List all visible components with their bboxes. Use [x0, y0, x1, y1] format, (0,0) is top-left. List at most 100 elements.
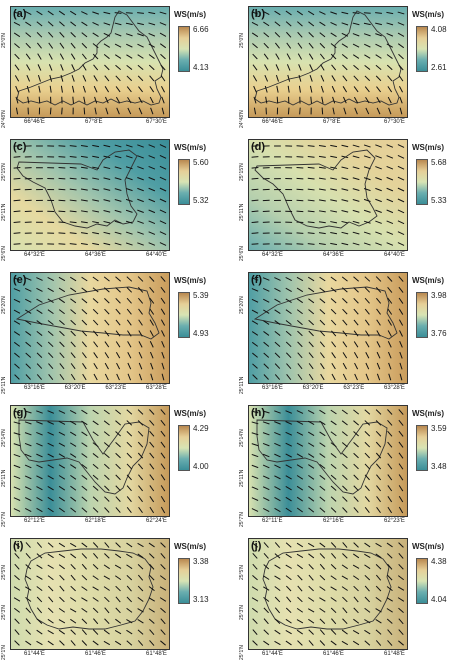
wind-arrow	[160, 53, 166, 60]
wind-arrow	[296, 287, 304, 293]
wind-arrow	[352, 199, 360, 202]
wind-arrow	[70, 618, 77, 624]
wind-arrow	[274, 475, 281, 480]
wind-arrow	[397, 231, 405, 236]
wind-arrow	[36, 330, 43, 336]
wind-arrow	[285, 298, 292, 304]
legend-title: WS(m/s)	[412, 542, 444, 551]
region-outline	[18, 419, 150, 495]
wind-arrow	[363, 220, 371, 224]
wind-arrow	[80, 155, 88, 158]
wind-arrow	[375, 441, 382, 448]
wind-arrow	[47, 341, 54, 348]
legend-title: WS(m/s)	[174, 542, 206, 551]
wind-arrow	[137, 463, 144, 470]
wind-arrow	[354, 373, 358, 381]
wind-arrow	[341, 463, 348, 470]
wind-arrow	[138, 362, 143, 370]
wind-arrow	[387, 452, 393, 459]
wind-arrow	[320, 373, 325, 381]
wind-arrow	[341, 287, 348, 293]
wind-arrow	[81, 542, 88, 548]
wind-arrow	[160, 463, 166, 470]
longitude-tick-label: 63°23'E	[343, 385, 365, 391]
wind-arrow	[36, 352, 43, 358]
wind-arrow	[47, 309, 54, 315]
wind-arrow	[81, 53, 87, 60]
wind-arrow	[81, 352, 87, 359]
wind-arrow	[114, 155, 122, 159]
wind-arrow	[307, 232, 315, 234]
wind-arrow	[274, 618, 281, 624]
wind-arrow	[70, 352, 76, 359]
wind-arrow	[399, 96, 403, 104]
wind-arrow	[331, 362, 336, 370]
wind-arrow	[318, 177, 326, 180]
wind-arrow	[274, 575, 281, 580]
wind-arrow	[352, 209, 360, 213]
wind-arrow	[319, 574, 326, 581]
longitude-tick-label: 62°18'E	[85, 518, 106, 524]
longitude-tick-label: 63°20'E	[64, 385, 86, 391]
wind-arrow	[13, 464, 21, 469]
wind-arrow	[69, 542, 77, 548]
wind-arrow	[319, 586, 326, 591]
wind-speed-map	[248, 272, 408, 384]
wind-arrow	[364, 297, 370, 304]
wind-arrow	[125, 198, 133, 202]
wind-arrow	[296, 496, 304, 502]
wind-arrow	[69, 210, 77, 213]
wind-arrow	[82, 363, 87, 370]
wind-arrow	[81, 276, 88, 282]
wind-arrow	[251, 277, 259, 281]
legend-title: WS(m/s)	[174, 276, 206, 285]
wind-arrow	[296, 420, 304, 425]
wind-arrow	[148, 166, 156, 170]
wind-arrow	[297, 31, 303, 38]
wind-speed-field	[249, 539, 407, 649]
wind-arrow	[161, 341, 165, 348]
wind-arrow	[363, 22, 371, 26]
wind-arrow	[92, 43, 99, 49]
wind-arrow	[341, 32, 349, 37]
wind-arrow	[115, 287, 121, 293]
wind-arrow	[375, 585, 382, 592]
wind-arrow	[37, 74, 41, 82]
wind-arrow	[398, 542, 404, 548]
wind-arrow	[308, 287, 315, 293]
wind-arrow	[375, 629, 382, 635]
wind-arrow	[363, 198, 371, 202]
wind-arrow	[126, 585, 132, 592]
wind-arrow	[330, 564, 337, 570]
wind-arrow	[376, 107, 381, 115]
wind-arrow	[36, 564, 43, 570]
wind-arrow	[114, 242, 122, 246]
wind-arrow	[160, 286, 166, 293]
wind-arrow	[318, 166, 326, 169]
wind-arrow	[126, 64, 133, 70]
wind-arrow	[104, 507, 110, 513]
wind-arrow	[342, 507, 348, 513]
wind-arrow	[47, 486, 54, 491]
wind-speed-map	[248, 538, 408, 650]
wind-arrow	[353, 75, 359, 82]
wind-arrow	[296, 542, 304, 548]
wind-arrow	[251, 145, 259, 147]
wind-arrow	[330, 188, 338, 191]
wind-arrow	[103, 210, 111, 213]
wind-arrow	[285, 352, 292, 359]
wind-arrow	[93, 85, 98, 93]
wind-arrow	[352, 144, 360, 148]
wind-arrow	[375, 22, 382, 26]
wind-arrow	[285, 464, 292, 469]
wind-arrow	[69, 243, 77, 245]
wind-arrow	[36, 553, 43, 559]
map-panel: (h) 25°14'N 25°11'N 25°7'N 62°11'E 62°16'E 62°…	[238, 399, 474, 531]
wind-arrow	[104, 474, 110, 481]
wind-arrow	[397, 187, 405, 192]
wind-arrow	[353, 618, 360, 624]
wind-arrow	[308, 507, 315, 513]
wind-arrow	[307, 177, 315, 180]
wind-arrow	[36, 21, 43, 27]
wind-arrow	[137, 231, 144, 235]
